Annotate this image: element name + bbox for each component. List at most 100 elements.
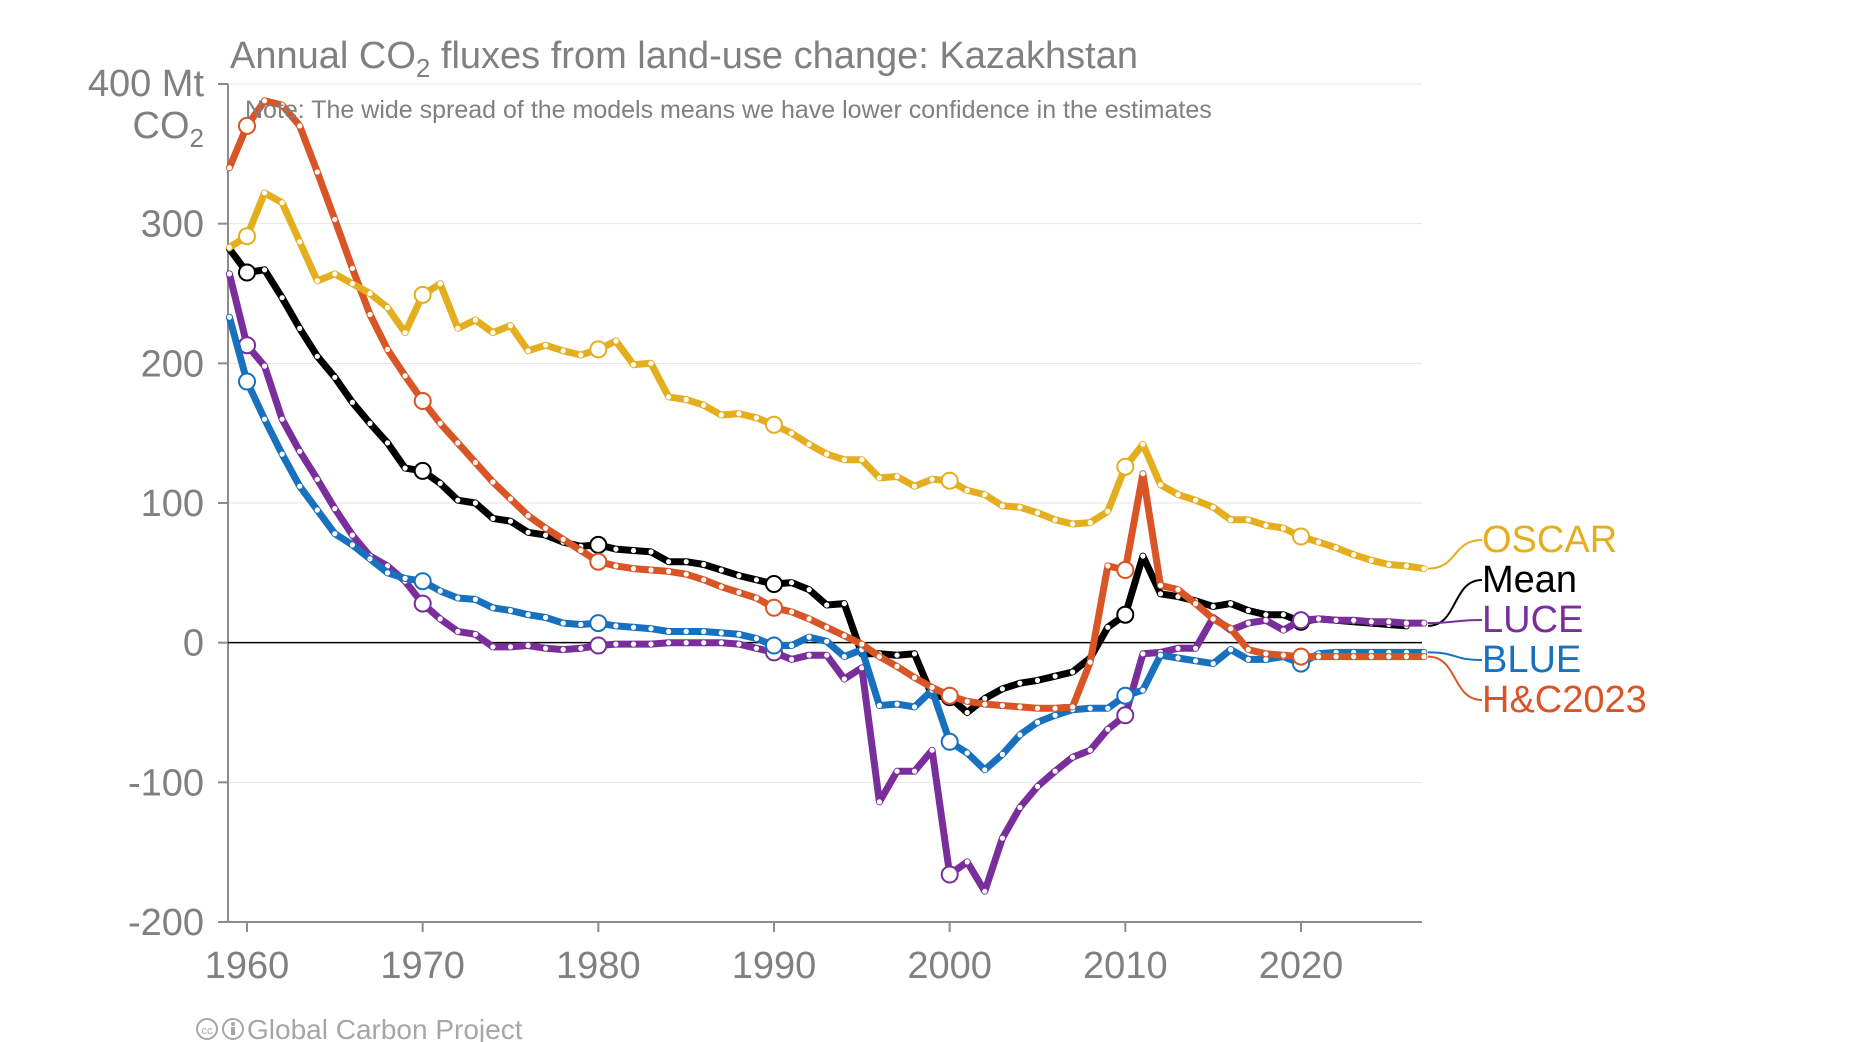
data-point (1175, 492, 1181, 498)
legend-item-luce: LUCE (1427, 599, 1583, 641)
data-point (349, 265, 355, 271)
series-layer (225, 97, 1428, 895)
data-point (964, 709, 970, 716)
data-point (490, 330, 496, 336)
data-point (1087, 520, 1093, 526)
data-point (940, 732, 959, 751)
data-point (964, 698, 970, 704)
legend-item-h-c2023: H&C2023 (1427, 655, 1647, 721)
data-point (1017, 704, 1023, 710)
data-point (1263, 522, 1269, 528)
data-point (648, 360, 654, 366)
y-tick-label: -200 (128, 902, 204, 944)
data-point (1052, 712, 1058, 718)
data-point (1017, 732, 1023, 738)
data-point (332, 531, 338, 537)
data-point (806, 587, 812, 593)
data-point (1228, 601, 1234, 607)
data-point (1210, 504, 1216, 510)
data-point (982, 695, 988, 702)
data-point (1245, 517, 1251, 523)
data-point (279, 102, 285, 108)
data-point (490, 644, 496, 650)
x-tick-label: 1990 (732, 945, 817, 987)
data-point (1245, 620, 1251, 626)
data-point (806, 652, 812, 658)
data-point (367, 556, 373, 562)
data-point (718, 640, 724, 646)
data-point (1175, 645, 1181, 651)
data-point (367, 290, 373, 297)
data-point (413, 572, 432, 591)
data-point (1105, 726, 1111, 732)
data-point (384, 346, 391, 352)
data-point (238, 372, 256, 391)
data-point (718, 630, 724, 636)
axes (218, 83, 1422, 932)
data-point (876, 654, 883, 660)
data-point (613, 563, 619, 569)
data-point (806, 616, 812, 622)
data-point (525, 529, 531, 535)
data-point (894, 768, 900, 774)
data-point (1034, 719, 1041, 725)
data-point (894, 652, 900, 658)
data-point (789, 609, 795, 615)
data-point (490, 479, 496, 485)
data-point (507, 518, 514, 524)
data-point (226, 244, 232, 250)
data-point (929, 476, 935, 482)
data-point (455, 325, 461, 331)
data-point (332, 506, 338, 512)
data-point (683, 628, 689, 635)
data-point (1087, 747, 1093, 753)
data-point (1105, 508, 1111, 514)
series-h-c2023 (225, 97, 1428, 712)
data-point (1193, 658, 1199, 664)
data-point (1087, 659, 1093, 665)
data-point (789, 656, 795, 663)
data-point (560, 620, 566, 626)
data-point (437, 420, 443, 426)
data-point (297, 123, 303, 129)
data-point (841, 633, 847, 639)
data-point (982, 767, 988, 773)
data-point (1193, 497, 1199, 503)
data-point (1245, 656, 1251, 663)
grid-lines (228, 83, 1422, 923)
data-point (964, 750, 970, 756)
data-point (630, 641, 637, 647)
data-point (332, 374, 338, 380)
data-point (413, 461, 432, 480)
data-point (648, 567, 654, 573)
data-point (297, 483, 303, 489)
data-point (1421, 654, 1427, 660)
data-point (279, 295, 285, 301)
data-point (1386, 561, 1392, 568)
data-point (525, 642, 531, 649)
data-point (543, 342, 549, 348)
y-axis-unit-line2: CO2 (133, 105, 204, 153)
data-point (1157, 582, 1164, 589)
data-point (1105, 624, 1111, 630)
data-point (507, 496, 514, 502)
data-point (1017, 804, 1023, 811)
data-point (613, 338, 619, 344)
data-point (384, 304, 391, 311)
data-point (630, 362, 637, 368)
data-point (630, 624, 637, 630)
data-point (824, 652, 830, 658)
data-point (1386, 619, 1392, 625)
data-point (613, 623, 619, 629)
data-point (262, 416, 268, 422)
data-point (1245, 607, 1251, 614)
data-point (314, 476, 320, 482)
data-point (1034, 510, 1041, 516)
data-point (543, 645, 549, 651)
data-point (226, 314, 232, 320)
data-point (507, 323, 514, 329)
data-point (929, 747, 935, 753)
data-point (543, 532, 549, 538)
data-point (1087, 705, 1093, 711)
data-point (648, 626, 654, 632)
